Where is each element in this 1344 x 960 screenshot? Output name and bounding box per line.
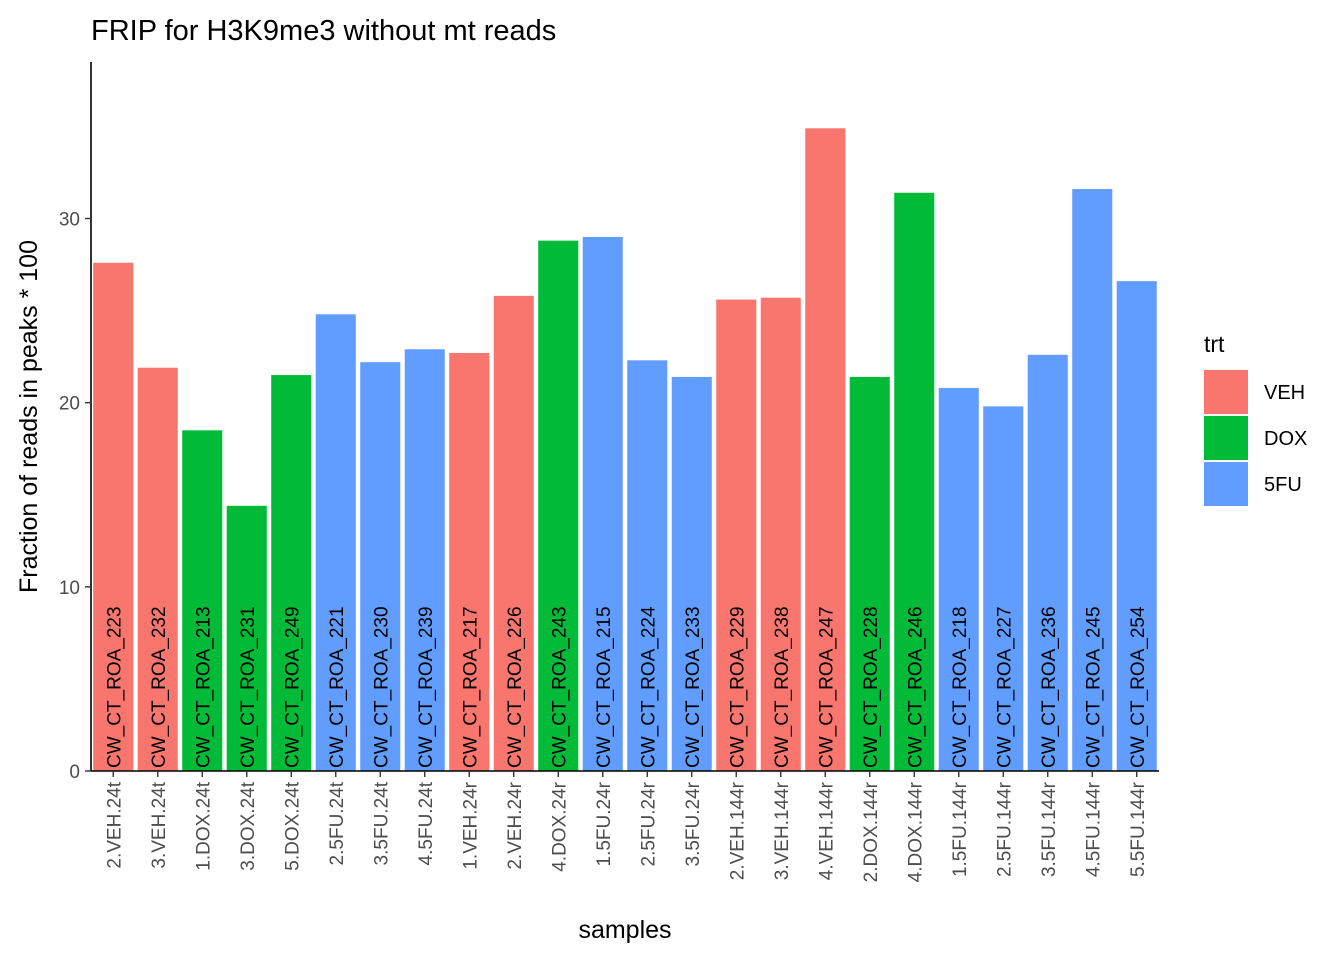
legend-title: trt (1204, 331, 1225, 357)
bar-3-dox-24t (226, 505, 267, 771)
bar-5-dox-24t (271, 375, 312, 771)
x-tick-label-1-5fu-24r: 1.5FU.24r (594, 781, 615, 866)
bar-label-cw-ct-roa-231: CW_CT_ROA_231 (238, 606, 259, 768)
bar-4-veh-144r (805, 128, 846, 772)
bar-label-cw-ct-roa-247: CW_CT_ROA_247 (816, 606, 837, 768)
bar-label-cw-ct-roa-239: CW_CT_ROA_239 (416, 606, 437, 768)
bar-label-cw-ct-roa-246: CW_CT_ROA_246 (905, 606, 926, 768)
bar-label-cw-ct-roa-215: CW_CT_ROA_215 (594, 606, 615, 768)
x-tick-label-1-dox-24t: 1.DOX.24t (193, 781, 214, 870)
bar-1-5fu-144r (938, 387, 979, 771)
x-tick-label-3-5fu-24t: 3.5FU.24t (371, 781, 392, 865)
bar-label-cw-ct-roa-227: CW_CT_ROA_227 (994, 606, 1015, 768)
legend: trt VEH DOX 5FU (1204, 331, 1307, 506)
x-tick-label-4-5fu-144r: 4.5FU.144r (1083, 781, 1104, 877)
x-tick-label-2-5fu-24t: 2.5FU.24t (327, 781, 348, 865)
bar-2-5fu-24r (627, 360, 668, 771)
bar-label-cw-ct-roa-213: CW_CT_ROA_213 (193, 606, 214, 768)
bar-label-cw-ct-roa-238: CW_CT_ROA_238 (772, 606, 793, 768)
bar-label-cw-ct-roa-228: CW_CT_ROA_228 (861, 606, 882, 768)
y-tick-label-20: 20 (59, 394, 80, 415)
x-tick-label-2-veh-144r: 2.VEH.144r (727, 781, 748, 880)
bar-label-cw-ct-roa-249: CW_CT_ROA_249 (282, 606, 303, 768)
x-axis-ticks: 2.VEH.24t 3.VEH.24t 1.DOX.24t 3.DOX.24t 5.DO… (104, 771, 1149, 882)
y-axis-title: Fraction of reads in peaks * 100 (15, 240, 43, 593)
chart-title: FRIP for H3K9me3 without mt reads (91, 15, 556, 47)
x-tick-label-3-dox-24t: 3.DOX.24t (238, 781, 259, 870)
bar-label-cw-ct-roa-236: CW_CT_ROA_236 (1039, 606, 1060, 768)
y-tick-label-30: 30 (59, 210, 80, 231)
x-tick-label-2-veh-24t: 2.VEH.24t (104, 781, 125, 868)
bar-2-dox-144r (849, 376, 890, 771)
legend-label-dox: DOX (1264, 428, 1307, 450)
bar-label-cw-ct-roa-232: CW_CT_ROA_232 (149, 606, 170, 768)
bars-group (93, 128, 1157, 772)
x-tick-label-5-dox-24t: 5.DOX.24t (282, 781, 303, 870)
bar-label-cw-ct-roa-254: CW_CT_ROA_254 (1128, 606, 1149, 768)
bar-label-cw-ct-roa-229: CW_CT_ROA_229 (727, 606, 748, 768)
x-tick-label-4-dox-144r: 4.DOX.144r (905, 781, 926, 882)
x-tick-label-2-5fu-144r: 2.5FU.144r (994, 781, 1015, 877)
legend-label-5fu: 5FU (1264, 474, 1302, 496)
x-tick-label-3-veh-24t: 3.VEH.24t (149, 781, 170, 868)
x-tick-label-4-dox-24r: 4.DOX.24r (549, 781, 570, 871)
x-tick-label-3-veh-144r: 3.VEH.144r (772, 781, 793, 880)
bar-label-cw-ct-roa-217: CW_CT_ROA_217 (460, 606, 481, 768)
bar-label-cw-ct-roa-224: CW_CT_ROA_224 (638, 606, 659, 768)
bar-label-cw-ct-roa-233: CW_CT_ROA_233 (683, 606, 704, 768)
x-tick-label-5-5fu-144r: 5.5FU.144r (1128, 781, 1149, 877)
bar-2-veh-24r (493, 295, 534, 771)
bar-4-5fu-24t (404, 349, 445, 771)
bar-3-veh-24t (137, 367, 178, 771)
bar-4-5fu-144r (1072, 189, 1113, 771)
bar-1-5fu-24r (582, 236, 623, 771)
legend-label-veh: VEH (1264, 382, 1305, 404)
x-tick-label-4-veh-144r: 4.VEH.144r (816, 781, 837, 880)
bar-3-veh-144r (760, 297, 801, 771)
x-tick-label-2-veh-24r: 2.VEH.24r (505, 781, 526, 869)
bar-label-cw-ct-roa-226: CW_CT_ROA_226 (505, 606, 526, 768)
bar-label-cw-ct-roa-218: CW_CT_ROA_218 (950, 606, 971, 768)
bar-label-cw-ct-roa-223: CW_CT_ROA_223 (104, 606, 125, 768)
legend-swatch-5fu (1204, 462, 1248, 506)
x-tick-label-1-veh-24r: 1.VEH.24r (460, 781, 481, 869)
bar-label-cw-ct-roa-230: CW_CT_ROA_230 (371, 606, 392, 768)
y-axis-ticks: 0 10 20 30 (59, 210, 91, 783)
bar-label-cw-ct-roa-245: CW_CT_ROA_245 (1083, 606, 1104, 768)
bar-2-5fu-144r (983, 406, 1024, 771)
bar-2-veh-24t (93, 262, 134, 771)
x-tick-label-1-5fu-144r: 1.5FU.144r (950, 781, 971, 877)
bar-1-dox-24t (182, 430, 223, 771)
bar-label-cw-ct-roa-243: CW_CT_ROA_243 (549, 606, 570, 768)
bar-2-veh-144r (716, 299, 757, 771)
legend-swatch-veh (1204, 370, 1248, 414)
bar-4-dox-24r (538, 240, 579, 771)
bar-3-5fu-144r (1027, 354, 1068, 771)
bar-2-5fu-24t (315, 314, 356, 771)
x-tick-label-2-dox-144r: 2.DOX.144r (861, 781, 882, 882)
bar-labels-group: CW_CT_ROA_223 CW_CT_ROA_232 CW_CT_ROA_213 C… (104, 606, 1149, 768)
bar-3-5fu-24r (671, 376, 712, 771)
bar-label-cw-ct-roa-221: CW_CT_ROA_221 (327, 606, 348, 768)
bar-4-dox-144r (894, 192, 935, 771)
bar-1-veh-24r (449, 352, 490, 771)
x-tick-label-3-5fu-144r: 3.5FU.144r (1039, 781, 1060, 877)
x-tick-label-2-5fu-24r: 2.5FU.24r (638, 781, 659, 866)
y-tick-label-0: 0 (69, 762, 80, 783)
y-tick-label-10: 10 (59, 578, 80, 599)
x-tick-label-4-5fu-24t: 4.5FU.24t (416, 781, 437, 865)
x-axis-title: samples (578, 916, 671, 944)
x-tick-label-3-5fu-24r: 3.5FU.24r (683, 781, 704, 866)
bar-3-5fu-24t (360, 362, 401, 771)
legend-swatch-dox (1204, 416, 1248, 460)
bar-5-5fu-144r (1116, 281, 1157, 771)
